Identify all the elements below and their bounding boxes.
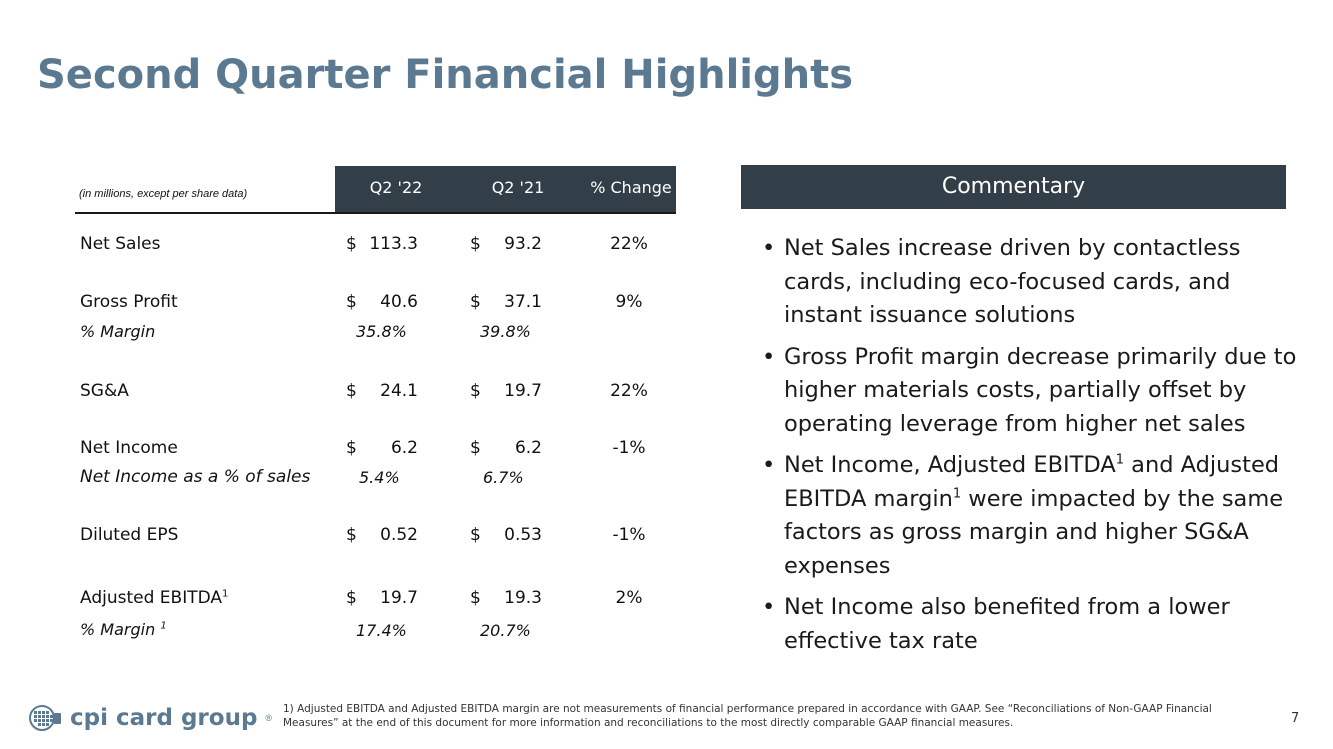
footnote-marker: 1	[1115, 452, 1124, 468]
value-q2-22: 24.1	[380, 381, 418, 401]
column-header-band: Q2 '22 Q2 '21 % Change	[335, 166, 676, 212]
currency-symbol: $	[346, 588, 357, 608]
bullet-text: and Adjusted EBITDA margin	[784, 452, 1280, 512]
sub-value-q2-22: 17.4%	[356, 621, 407, 640]
column-header-q2-21: Q2 '21	[491, 178, 545, 197]
page-title: Second Quarter Financial Highlights	[37, 52, 854, 98]
currency-symbol: $	[470, 438, 481, 458]
currency-symbol: $	[346, 292, 357, 312]
row-label: Gross Profit	[80, 292, 178, 312]
currency-symbol: $	[470, 292, 481, 312]
row-label: Diluted EPS	[80, 525, 179, 545]
sub-value-q2-22: 5.4%	[359, 468, 400, 487]
row-label-text: Adjusted EBITDA	[80, 588, 223, 608]
bullet-text: were impacted by the same factors as gro…	[784, 485, 1284, 579]
pct-change: 22%	[610, 234, 648, 254]
row-label: SG&A	[80, 381, 129, 401]
currency-symbol: $	[346, 234, 357, 254]
value-q2-22: 113.3	[369, 234, 418, 254]
footnote-marker: 1	[952, 486, 962, 501]
value-q2-21: 93.2	[504, 234, 542, 254]
list-item: • Net Income also benefited from a lower …	[760, 591, 1300, 658]
sub-value-q2-21: 20.7%	[480, 621, 531, 640]
column-header-pct-change: % Change	[590, 178, 672, 197]
currency-symbol: $	[346, 438, 357, 458]
value-q2-21: 0.53	[504, 525, 542, 545]
sub-value-q2-21: 39.8%	[480, 322, 531, 341]
footnote: 1) Adjusted EBITDA and Adjusted EBITDA m…	[283, 703, 1212, 729]
pct-change: 2%	[615, 588, 643, 608]
bullet-text: Gross Profit margin decrease primarily d…	[784, 343, 1297, 437]
currency-symbol: $	[346, 381, 357, 401]
list-item: • Net Income, Adjusted EBITDA1 and Adjust…	[760, 449, 1300, 583]
row-label: Net Income	[80, 438, 178, 458]
currency-symbol: $	[470, 381, 481, 401]
bullet-text: Net Income also benefited from a lower e…	[784, 594, 1230, 654]
row-label: Net Sales	[80, 234, 161, 254]
bullet-marker: •	[762, 235, 776, 261]
list-item: • Net Sales increase driven by contactles…	[760, 232, 1300, 333]
value-q2-21: 19.3	[504, 588, 542, 608]
pct-change: 9%	[615, 292, 643, 312]
currency-symbol: $	[346, 525, 357, 545]
registered-mark: ®	[265, 713, 273, 723]
value-q2-22: 0.52	[380, 525, 418, 545]
currency-symbol: $	[470, 588, 481, 608]
value-q2-21: 6.2	[514, 438, 542, 458]
pct-change: 22%	[610, 381, 648, 401]
value-q2-22: 40.6	[380, 292, 418, 312]
card-globe-icon	[29, 705, 61, 731]
row-sub-label: % Margin	[80, 322, 156, 341]
value-q2-21: 19.7	[504, 381, 542, 401]
bullet-marker: •	[762, 594, 776, 620]
bullet-marker: •	[762, 452, 776, 478]
logo-wordmark: cpi card group	[70, 705, 258, 731]
units-note: (in millions, except per share data)	[79, 188, 248, 200]
currency-symbol: $	[470, 234, 481, 254]
value-q2-22: 19.7	[380, 588, 418, 608]
row-label: Adjusted EBITDA1	[80, 588, 228, 608]
value-q2-22: 6.2	[390, 438, 418, 458]
sub-value-q2-21: 6.7%	[483, 468, 524, 487]
page-number: 7	[1291, 711, 1300, 726]
commentary-heading: Commentary	[741, 165, 1286, 209]
row-sub-label-text: % Margin	[80, 620, 156, 639]
bullet-marker: •	[762, 343, 776, 370]
bullet-text: Net Income, Adjusted EBITDA	[784, 452, 1116, 478]
pct-change: -1%	[612, 438, 646, 458]
footnote-marker: 1	[222, 588, 229, 600]
table-header: (in millions, except per share data) Q2 …	[75, 166, 676, 214]
company-logo: cpi card group ®	[28, 704, 272, 732]
value-q2-21: 37.1	[504, 292, 542, 312]
sub-value-q2-22: 35.8%	[356, 322, 407, 341]
column-header-q2-22: Q2 '22	[369, 178, 423, 197]
list-item: • Gross Profit margin decrease primarily …	[760, 341, 1300, 442]
bullet-text: Net Sales increase driven by contactless…	[784, 235, 1241, 328]
commentary-list: • Net Sales increase driven by contactles…	[760, 232, 1300, 666]
row-sub-label: % Margin 1	[80, 620, 167, 639]
footnote-marker: 1	[160, 620, 167, 632]
currency-symbol: $	[470, 525, 481, 545]
row-sub-label: Net Income as a % of sales	[80, 467, 311, 487]
pct-change: -1%	[612, 525, 646, 545]
